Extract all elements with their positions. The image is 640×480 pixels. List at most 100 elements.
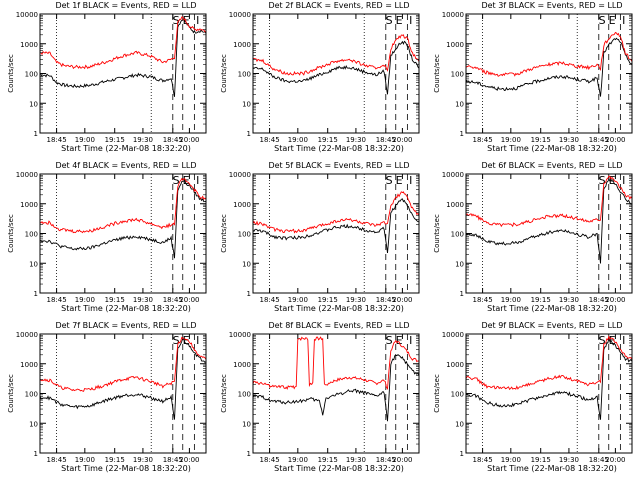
x-axis-label: Start Time (22-Mar-08 18:32:20) (61, 144, 191, 153)
plot-frame (465, 173, 633, 294)
y-tick-label: 100 (451, 71, 464, 79)
panel-title: Det 6f BLACK = Events, RED = LLD (481, 161, 623, 170)
x-tick-label: 19:00 (75, 456, 95, 464)
panel-title: Det 4f BLACK = Events, RED = LLD (55, 161, 197, 170)
x-tick-label: 18:45 (473, 136, 493, 144)
y-tick-label: 1000 (446, 201, 464, 209)
y-tick-label: 1000 (446, 41, 464, 49)
y-tick-label: 1000 (233, 201, 251, 209)
x-tick-label: 18:45 (47, 456, 67, 464)
x-tick-label: 19:00 (75, 136, 95, 144)
x-tick-label: 20:00 (179, 456, 199, 464)
x-tick-label: 19:00 (75, 296, 95, 304)
x-tick-label: 20:00 (392, 456, 412, 464)
y-tick-label: 10 (242, 100, 251, 108)
y-tick-label: 100 (238, 391, 251, 399)
event-marker-label: E (183, 14, 190, 27)
y-tick-label: 1 (247, 130, 251, 138)
x-tick-label: 20:00 (392, 136, 412, 144)
y-axis-label: Counts/sec (433, 214, 441, 253)
x-tick-label: 18:45 (260, 296, 280, 304)
event-marker-label: S (599, 14, 606, 27)
panel-title: Det 3f BLACK = Events, RED = LLD (481, 1, 623, 10)
x-tick-label: 19:15 (318, 456, 338, 464)
event-marker-label: I (622, 174, 625, 187)
event-marker-label: E (609, 334, 616, 347)
y-tick-label: 1 (247, 450, 251, 458)
x-tick-label: 18:45 (376, 136, 396, 144)
lld-series-line (465, 31, 633, 77)
lld-series-line (252, 336, 420, 390)
plot-frame (252, 333, 420, 454)
x-tick-label: 18:45 (47, 136, 67, 144)
x-tick-label: 19:30 (346, 296, 366, 304)
event-marker-label: S (599, 334, 606, 347)
y-tick-label: 10000 (442, 11, 464, 19)
x-tick-label: 19:15 (318, 136, 338, 144)
y-tick-label: 10000 (229, 11, 251, 19)
event-marker-label: S (599, 174, 606, 187)
y-tick-label: 10 (242, 420, 251, 428)
event-marker-label: I (622, 14, 625, 27)
y-axis-label: Counts/sec (220, 214, 228, 253)
plot-frame (39, 333, 207, 454)
panel-title: Det 7f BLACK = Events, RED = LLD (55, 321, 197, 330)
events-series-line (39, 18, 207, 97)
x-tick-label: 19:15 (105, 136, 125, 144)
y-tick-label: 1 (34, 450, 38, 458)
lld-series-line (252, 34, 420, 76)
x-tick-label: 18:45 (473, 296, 493, 304)
y-tick-label: 10000 (16, 331, 38, 339)
y-tick-label: 10000 (442, 331, 464, 339)
x-tick-label: 18:45 (260, 136, 280, 144)
detector-panel: Det 5f BLACK = Events, RED = LLD Start Ti… (213, 160, 426, 320)
plot-frame (252, 13, 420, 134)
y-axis-label: Counts/sec (433, 374, 441, 413)
y-tick-label: 1000 (446, 361, 464, 369)
x-tick-label: 20:00 (179, 296, 199, 304)
y-tick-label: 1 (460, 450, 464, 458)
x-tick-label: 18:45 (376, 296, 396, 304)
x-tick-label: 19:15 (318, 296, 338, 304)
detector-panel: Det 7f BLACK = Events, RED = LLD Start Ti… (0, 320, 213, 480)
y-tick-label: 1000 (20, 201, 38, 209)
y-tick-label: 1 (460, 290, 464, 298)
event-marker-label: I (409, 174, 412, 187)
event-marker-label: I (409, 14, 412, 27)
event-marker-label: E (609, 174, 616, 187)
events-series-line (465, 37, 633, 97)
events-series-line (39, 337, 207, 420)
event-marker-label: I (196, 334, 199, 347)
x-axis-label: Start Time (22-Mar-08 18:32:20) (61, 304, 191, 313)
y-tick-label: 1 (460, 130, 464, 138)
detector-panel: Det 6f BLACK = Events, RED = LLD Start Ti… (426, 160, 639, 320)
event-marker-label: E (183, 334, 190, 347)
event-marker-label: I (622, 334, 625, 347)
x-tick-label: 19:00 (288, 296, 308, 304)
events-series-line (465, 337, 633, 420)
y-tick-label: 10000 (229, 331, 251, 339)
x-tick-label: 19:30 (559, 296, 579, 304)
events-series-line (252, 40, 420, 95)
y-axis-label: Counts/sec (7, 54, 15, 93)
y-tick-label: 10000 (442, 171, 464, 179)
y-tick-label: 10 (29, 420, 38, 428)
detector-panel: Det 1f BLACK = Events, RED = LLD Start Ti… (0, 0, 213, 160)
x-tick-label: 18:45 (163, 296, 183, 304)
plot-frame (39, 13, 207, 134)
x-axis-label: Start Time (22-Mar-08 18:32:20) (274, 464, 404, 473)
detector-panel: Det 4f BLACK = Events, RED = LLD Start Ti… (0, 160, 213, 320)
y-tick-label: 10 (29, 260, 38, 268)
event-marker-label: E (396, 334, 403, 347)
x-tick-label: 19:00 (501, 296, 521, 304)
event-marker-label: S (386, 174, 393, 187)
x-tick-label: 20:00 (179, 136, 199, 144)
x-tick-label: 18:45 (473, 456, 493, 464)
x-tick-label: 19:15 (105, 456, 125, 464)
x-axis-label: Start Time (22-Mar-08 18:32:20) (274, 144, 404, 153)
